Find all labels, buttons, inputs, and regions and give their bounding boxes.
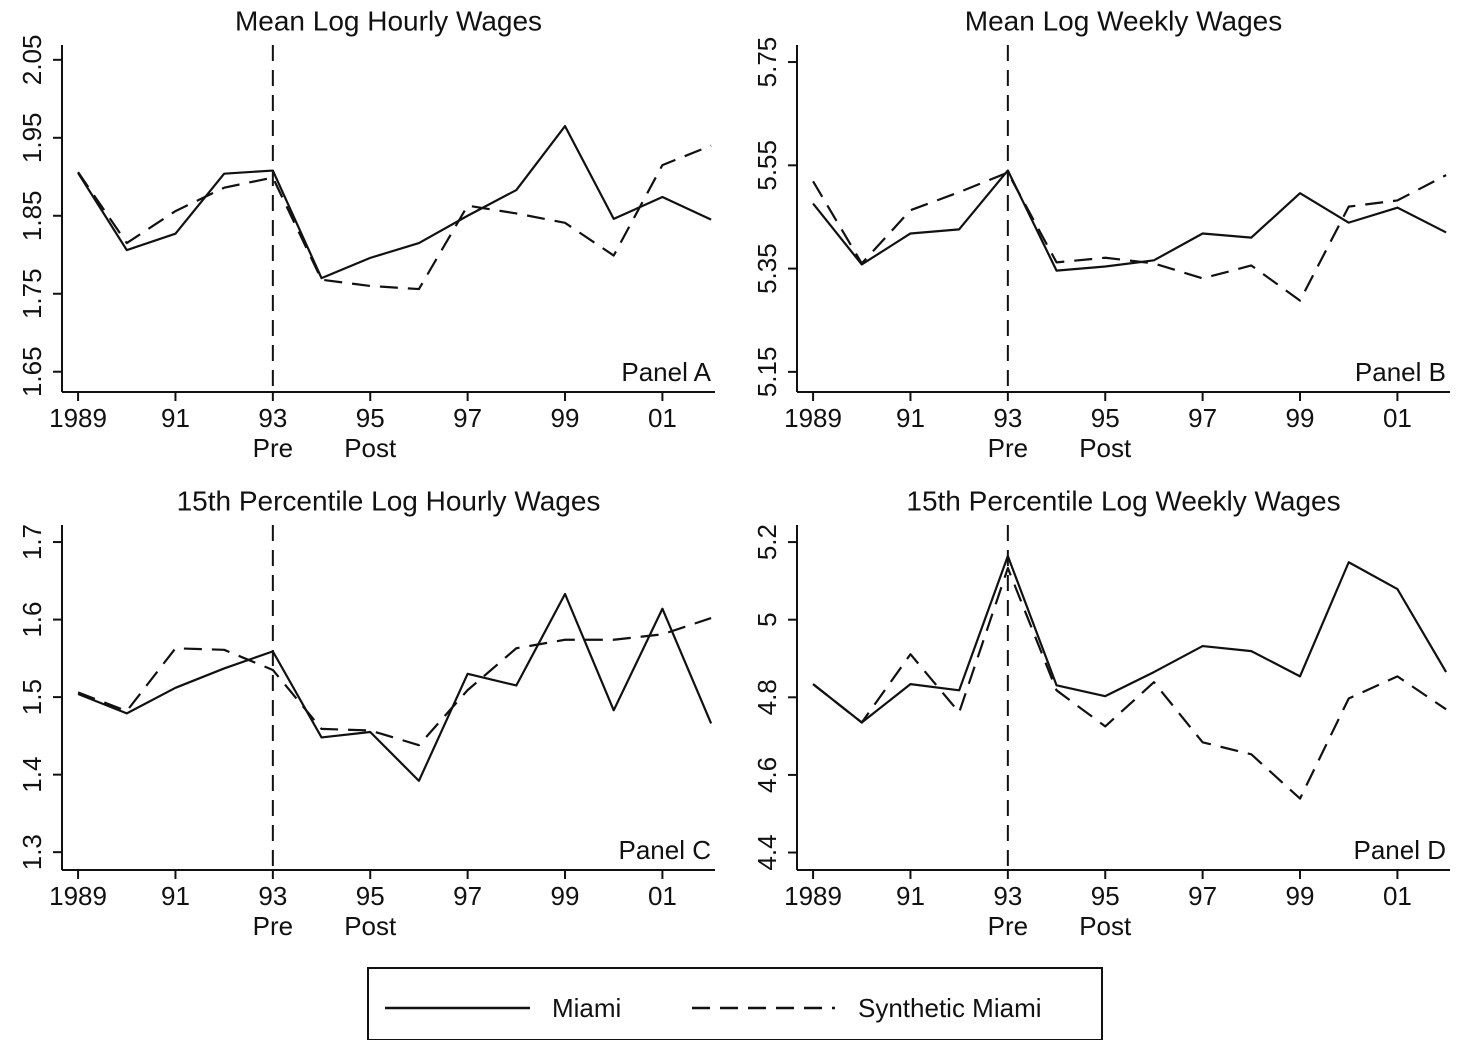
y-tick-label: 1.7: [17, 524, 47, 560]
period-label: Pre: [253, 911, 293, 941]
y-tick-label: 4.4: [752, 834, 782, 870]
x-tick-label: 93: [258, 403, 287, 433]
y-tick-label: 1.4: [17, 757, 47, 793]
y-tick-label: 1.65: [17, 346, 47, 397]
y-tick-label: 4.6: [752, 757, 782, 793]
y-tick-label: 5.35: [752, 243, 782, 294]
x-tick-label: 91: [161, 881, 190, 911]
x-tick-label: 1989: [784, 881, 842, 911]
y-tick-label: 2.05: [17, 35, 47, 86]
x-tick-label: 95: [356, 881, 385, 911]
period-label: Pre: [988, 433, 1028, 463]
x-tick-label: 93: [993, 881, 1022, 911]
period-label: Pre: [253, 433, 293, 463]
panel-label: Panel B: [1355, 357, 1446, 387]
panel-label: Panel C: [619, 835, 712, 865]
series-line: Synthetic Miami: [77, 616, 712, 747]
chart-title: 15th Percentile Log Hourly Wages: [177, 485, 601, 516]
x-tick-label: 93: [993, 403, 1022, 433]
x-tick-label: 95: [1091, 881, 1120, 911]
period-label: Post: [344, 433, 397, 463]
x-tick-label: 97: [1188, 403, 1217, 433]
y-tick-label: 1.3: [17, 834, 47, 870]
x-tick-label: 91: [896, 881, 925, 911]
legend-label: Synthetic Miami: [858, 993, 1042, 1023]
x-tick-label: 01: [1383, 881, 1412, 911]
x-tick-label: 97: [1188, 881, 1217, 911]
y-tick-label: 5.75: [752, 37, 782, 88]
y-tick-label: 1.85: [17, 190, 47, 241]
x-tick-label: 91: [161, 403, 190, 433]
x-tick-label: 99: [1286, 403, 1315, 433]
legend-label: Miami: [552, 993, 621, 1023]
y-tick-label: 5.55: [752, 140, 782, 191]
y-tick-label: 1.75: [17, 268, 47, 319]
chart-title: 15th Percentile Log Weekly Wages: [906, 485, 1340, 516]
x-tick-label: 95: [356, 403, 385, 433]
x-tick-label: 01: [648, 881, 677, 911]
x-tick-label: 91: [896, 403, 925, 433]
x-tick-label: 93: [258, 881, 287, 911]
y-tick-label: 5.2: [752, 524, 782, 560]
y-tick-label: 1.95: [17, 112, 47, 163]
series-line: Miami: [812, 169, 1447, 272]
series-line: Miami: [77, 592, 713, 782]
x-tick-label: 99: [1286, 881, 1315, 911]
series-line: Miami: [77, 124, 712, 280]
x-tick-label: 97: [453, 403, 482, 433]
x-tick-label: 95: [1091, 403, 1120, 433]
series-line: Miami: [812, 554, 1448, 724]
period-label: Post: [344, 911, 397, 941]
y-tick-label: 5.15: [752, 347, 782, 398]
panel-label: Panel A: [621, 357, 711, 387]
x-tick-label: 1989: [784, 403, 842, 433]
x-tick-label: 99: [551, 881, 580, 911]
x-tick-label: 01: [648, 403, 677, 433]
y-tick-label: 4.8: [752, 679, 782, 715]
x-tick-label: 01: [1383, 403, 1412, 433]
series-line: Synthetic Miami: [812, 171, 1447, 302]
series-line: Synthetic Miami: [77, 144, 712, 291]
x-tick-label: 1989: [49, 881, 107, 911]
y-tick-label: 5: [752, 612, 782, 626]
series-line: Synthetic Miami: [812, 566, 1447, 800]
period-label: Post: [1079, 911, 1132, 941]
period-label: Pre: [988, 911, 1028, 941]
x-tick-label: 1989: [49, 403, 107, 433]
chart-title: Mean Log Weekly Wages: [965, 5, 1283, 36]
y-tick-label: 1.6: [17, 602, 47, 638]
chart-title: Mean Log Hourly Wages: [235, 5, 542, 36]
x-tick-label: 99: [551, 403, 580, 433]
panel-label: Panel D: [1354, 835, 1447, 865]
legend-box: [367, 967, 1103, 1040]
y-tick-label: 1.5: [17, 679, 47, 715]
x-tick-label: 97: [453, 881, 482, 911]
period-label: Post: [1079, 433, 1132, 463]
